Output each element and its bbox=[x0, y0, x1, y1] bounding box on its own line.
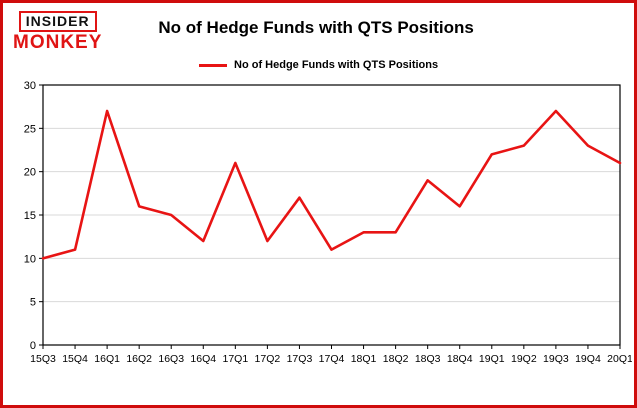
y-tick-label: 5 bbox=[30, 297, 36, 309]
x-tick-label: 16Q4 bbox=[190, 353, 216, 365]
x-tick-label: 19Q2 bbox=[511, 353, 537, 365]
x-tick-label: 16Q2 bbox=[126, 353, 152, 365]
series-line bbox=[41, 109, 622, 260]
y-tick-label: 25 bbox=[24, 124, 36, 136]
y-tick-label: 15 bbox=[24, 210, 36, 222]
x-tick-label: 20Q1 bbox=[607, 353, 632, 365]
logo-insider-text: INSIDER bbox=[18, 11, 97, 33]
x-tick-label: 18Q1 bbox=[351, 353, 377, 365]
y-tick-label: 20 bbox=[24, 167, 36, 179]
y-tick-label: 30 bbox=[24, 80, 36, 92]
x-tick-label: 19Q3 bbox=[543, 353, 569, 365]
y-tick-label: 0 bbox=[30, 340, 36, 352]
x-tick-label: 16Q1 bbox=[94, 353, 120, 365]
x-tick-label: 15Q4 bbox=[62, 353, 88, 365]
x-tick-label: 17Q3 bbox=[287, 353, 313, 365]
logo-monkey-text: MONKEY bbox=[13, 32, 103, 54]
chart-legend: No of Hedge Funds with QTS Positions bbox=[199, 59, 634, 71]
x-tick-label: 18Q2 bbox=[383, 353, 409, 365]
y-tick-label: 10 bbox=[24, 254, 36, 266]
x-tick-label: 19Q4 bbox=[575, 353, 601, 365]
x-tick-label: 16Q3 bbox=[158, 353, 184, 365]
x-tick-label: 17Q4 bbox=[319, 353, 345, 365]
x-tick-label: 15Q3 bbox=[30, 353, 56, 365]
chart-header: INSIDER MONKEY No of Hedge Funds with QT… bbox=[3, 3, 634, 54]
plot-border bbox=[42, 84, 621, 346]
insider-monkey-logo: INSIDER MONKEY bbox=[13, 11, 102, 54]
chart-title: No of Hedge Funds with QTS Positions bbox=[158, 18, 474, 37]
legend-line-swatch bbox=[199, 63, 227, 67]
x-tick-label: 18Q4 bbox=[447, 353, 473, 365]
x-tick-label: 17Q2 bbox=[255, 353, 281, 365]
x-tick-label: 19Q1 bbox=[479, 353, 505, 365]
chart-svg: 0 5 10 15 20 25 30 15Q3 15Q4 16Q1 16Q2 16Q3 16Q4 17Q1… bbox=[24, 80, 632, 365]
x-tick-label: 17Q1 bbox=[222, 353, 248, 365]
legend-label: No of Hedge Funds with QTS Positions bbox=[234, 59, 439, 72]
x-tick-label: 18Q3 bbox=[415, 353, 441, 365]
